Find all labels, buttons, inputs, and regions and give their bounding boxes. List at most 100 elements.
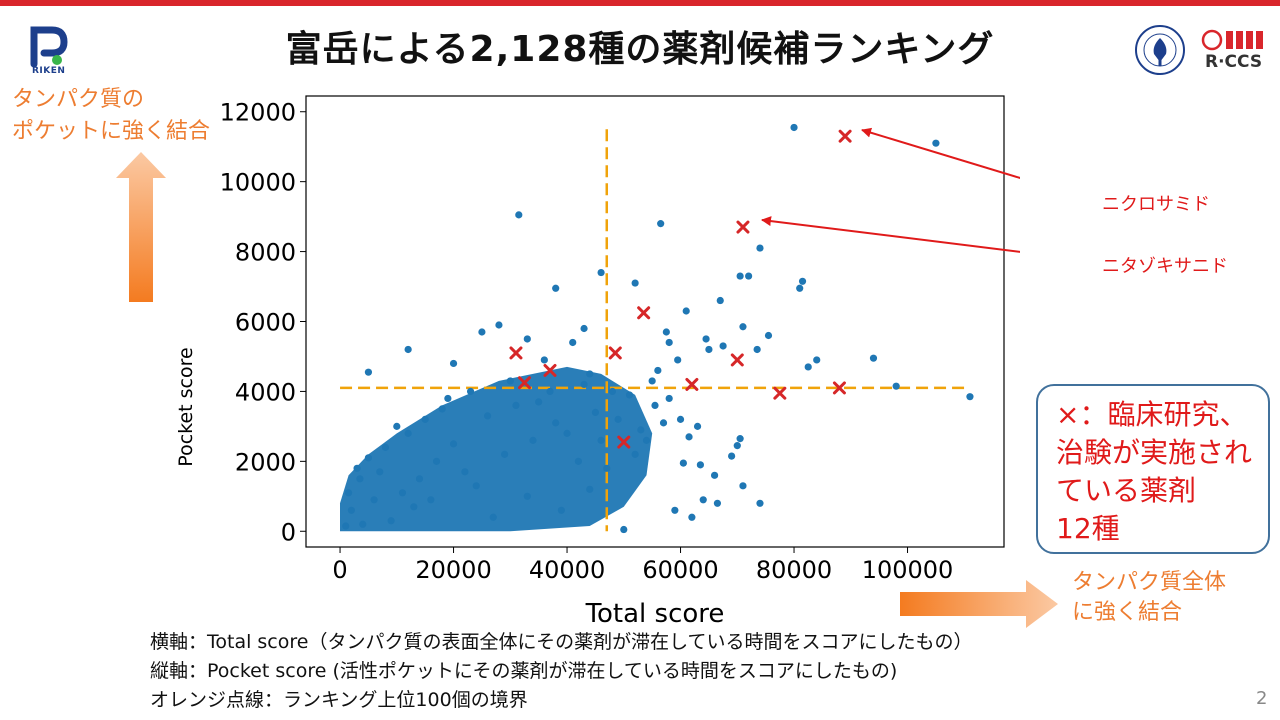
scatter-point — [642, 436, 651, 444]
scatter-point — [756, 244, 764, 252]
scatter-point — [710, 471, 719, 479]
y-tick-label: 8000 — [235, 239, 296, 267]
callout-line-1: ×：臨床研究、 — [1056, 398, 1248, 431]
scatter-point — [597, 268, 605, 277]
scatter-point — [523, 492, 531, 500]
scatter-point — [674, 356, 682, 364]
scatter-point — [739, 482, 747, 490]
scatter-point — [736, 272, 744, 280]
scatter-point — [608, 387, 617, 396]
right-arrow-icon — [900, 580, 1058, 628]
clinical-drug-marker — [730, 353, 744, 367]
note-orange-line: オレンジ点線：ランキング上位100個の境界 — [150, 689, 528, 711]
y-axis-side-note: タンパク質の ポケットに強く結合 — [12, 84, 210, 148]
scatter-point — [739, 323, 747, 331]
scatter-point — [432, 457, 441, 465]
rccs-logo-mark — [1201, 29, 1263, 51]
scatter-point — [705, 345, 713, 354]
scatter-point — [342, 522, 350, 530]
scatter-point — [892, 382, 900, 390]
clinical-drug-marker — [637, 306, 651, 320]
scatter-point — [651, 401, 659, 410]
scatter-point — [580, 324, 588, 333]
scatter-point — [813, 356, 821, 364]
scatter-point — [728, 452, 736, 460]
y-tick-label: 10000 — [220, 169, 296, 197]
scatter-point — [654, 366, 662, 375]
scatter-point — [753, 345, 761, 354]
scatter-point — [685, 433, 693, 441]
riken-logo: RIKEN — [26, 22, 76, 78]
scatter-point — [515, 211, 523, 219]
page-number: 2 — [1256, 688, 1268, 709]
scatter-point — [449, 440, 458, 448]
scatter-point — [733, 442, 741, 450]
scatter-point — [637, 426, 645, 434]
scatter-point — [569, 338, 577, 347]
scatter-point — [381, 443, 390, 451]
up-arrow-icon — [116, 152, 166, 302]
scatter-point — [501, 450, 509, 458]
scatter-point — [478, 328, 486, 336]
scatter-point — [370, 496, 378, 504]
scatter-point — [699, 496, 707, 504]
slide-title: 富岳による2,128種の薬剤候補ランキング — [285, 29, 995, 70]
scatter-point — [716, 296, 724, 305]
callout-line-2: 治験が実施され — [1056, 436, 1253, 469]
clinical-drug-marker — [608, 346, 622, 360]
scatter-point — [597, 436, 605, 444]
scatter-point — [702, 335, 710, 343]
rccs-logo-text: R·CCS — [1205, 52, 1263, 72]
scatter-point — [932, 139, 940, 147]
scatter-point — [586, 485, 594, 493]
scatter-point — [557, 506, 565, 514]
scatter-point — [625, 391, 634, 399]
scatter-point — [719, 342, 727, 350]
y-tick-label: 0 — [281, 518, 296, 546]
scatter-point — [540, 356, 548, 364]
scatter-point — [563, 429, 571, 437]
scatter-point — [665, 338, 673, 347]
scatter-point — [614, 415, 622, 423]
clinical-drug-marker — [517, 376, 531, 390]
scatter-point — [344, 489, 353, 497]
x-tick-label: 40000 — [529, 556, 605, 584]
scatter-point — [696, 461, 704, 469]
scatter-point — [659, 419, 668, 427]
scatter-point — [449, 359, 458, 368]
scatter-point — [472, 482, 480, 490]
scatter-point — [546, 387, 554, 396]
y-axis-label: Pocket score — [175, 347, 197, 466]
clinical-drug-marker — [832, 381, 846, 395]
scatter-point — [591, 408, 600, 416]
niclosamide-label: ニクロサミド — [1102, 194, 1210, 215]
scatter-point — [359, 520, 367, 528]
scatter-point — [662, 328, 670, 336]
note-horizontal-axis: 横軸：Total score（タンパク質の表面全体にその薬剤が滞在している時間を… — [150, 631, 973, 653]
callout-line-4: 12種 — [1056, 512, 1120, 545]
scatter-point — [535, 398, 543, 406]
scatter-point — [671, 506, 679, 514]
axis-notes: 横軸：Total score（タンパク質の表面全体にその薬剤が滞在している時間を… — [150, 628, 973, 715]
scatter-point — [790, 123, 798, 132]
scatter-point — [665, 394, 673, 403]
scatter-point — [804, 363, 812, 371]
clinical-drug-marker — [685, 377, 699, 391]
scatter-point — [387, 517, 395, 525]
callout-line-3: ている薬剤 — [1056, 474, 1197, 507]
x-side-note-line-2: に強く結合 — [1072, 600, 1183, 625]
scatter-point — [966, 393, 974, 401]
scatter-point — [580, 380, 588, 389]
scatter-point — [483, 412, 492, 420]
scatter-point — [631, 450, 639, 458]
clinical-drug-marker — [838, 129, 852, 143]
scatter-point — [347, 506, 355, 514]
scatter-point — [404, 429, 412, 437]
niclosamide-arrow — [861, 127, 1020, 180]
scatter-point — [869, 354, 878, 362]
clinical-drug-marker — [509, 346, 523, 360]
scatter-point — [603, 464, 611, 472]
dense-point-cloud — [340, 366, 653, 532]
y-tick-label: 12000 — [220, 99, 296, 127]
riken-logo-mark — [30, 26, 68, 68]
